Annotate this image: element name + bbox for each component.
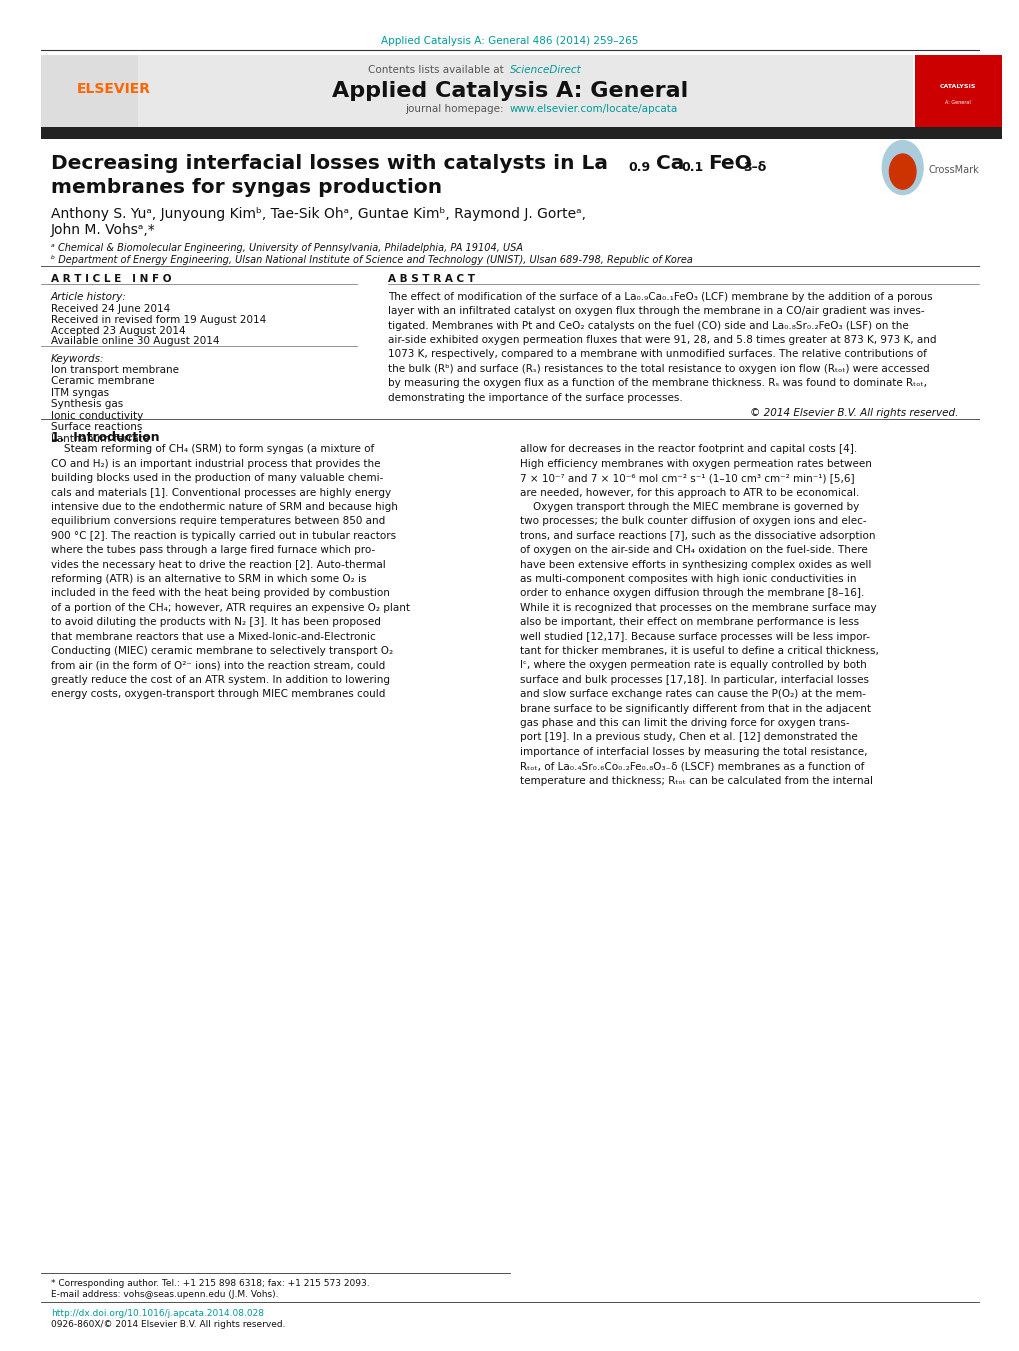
- Text: allow for decreases in the reactor footprint and capital costs [4].
High efficie: allow for decreases in the reactor footp…: [520, 444, 878, 786]
- Text: Accepted 23 August 2014: Accepted 23 August 2014: [51, 326, 185, 335]
- Text: 1.  Introduction: 1. Introduction: [51, 431, 159, 444]
- Text: Ion transport membrane: Ion transport membrane: [51, 365, 178, 374]
- Text: Article history:: Article history:: [51, 292, 126, 301]
- Text: Contents lists available at: Contents lists available at: [368, 65, 506, 74]
- Text: ᵇ Department of Energy Engineering, Ulsan National Institute of Science and Tech: ᵇ Department of Energy Engineering, Ulsa…: [51, 255, 692, 265]
- Text: http://dx.doi.org/10.1016/j.apcata.2014.08.028: http://dx.doi.org/10.1016/j.apcata.2014.…: [51, 1309, 264, 1319]
- Text: CATALYSIS: CATALYSIS: [940, 84, 975, 89]
- Text: membranes for syngas production: membranes for syngas production: [51, 178, 441, 197]
- Text: Applied Catalysis A: General: Applied Catalysis A: General: [331, 81, 688, 101]
- Text: Synthesis gas: Synthesis gas: [51, 399, 123, 409]
- Text: E-mail address: vohs@seas.upenn.edu (J.M. Vohs).: E-mail address: vohs@seas.upenn.edu (J.M…: [51, 1290, 278, 1300]
- Text: A R T I C L E   I N F O: A R T I C L E I N F O: [51, 274, 171, 284]
- Text: Ceramic membrane: Ceramic membrane: [51, 376, 155, 386]
- Text: Decreasing interfacial losses with catalysts in La: Decreasing interfacial losses with catal…: [51, 154, 607, 173]
- Text: 0.9: 0.9: [628, 161, 650, 174]
- Text: A B S T R A C T: A B S T R A C T: [387, 274, 474, 284]
- Text: www.elsevier.com/locate/apcata: www.elsevier.com/locate/apcata: [510, 104, 678, 113]
- Text: 0926-860X/© 2014 Elsevier B.V. All rights reserved.: 0926-860X/© 2014 Elsevier B.V. All right…: [51, 1320, 285, 1329]
- Text: Available online 30 August 2014: Available online 30 August 2014: [51, 336, 219, 346]
- Text: ᵃ Chemical & Biomolecular Engineering, University of Pennsylvania, Philadelphia,: ᵃ Chemical & Biomolecular Engineering, U…: [51, 243, 523, 253]
- Text: * Corresponding author. Tel.: +1 215 898 6318; fax: +1 215 573 2093.: * Corresponding author. Tel.: +1 215 898…: [51, 1279, 369, 1289]
- Text: John M. Vohsᵃ,*: John M. Vohsᵃ,*: [51, 223, 156, 236]
- Text: Received 24 June 2014: Received 24 June 2014: [51, 304, 170, 313]
- Text: 0.1: 0.1: [681, 161, 703, 174]
- Text: Ionic conductivity: Ionic conductivity: [51, 411, 143, 420]
- Text: CrossMark: CrossMark: [927, 165, 978, 176]
- Text: 3–δ: 3–δ: [743, 161, 766, 174]
- Text: journal homepage:: journal homepage:: [405, 104, 506, 113]
- Text: Anthony S. Yuᵃ, Junyoung Kimᵇ, Tae-Sik Ohᵃ, Guntae Kimᵇ, Raymond J. Gorteᵃ,: Anthony S. Yuᵃ, Junyoung Kimᵇ, Tae-Sik O…: [51, 207, 586, 220]
- Text: The effect of modification of the surface of a La₀.₉Ca₀.₁FeO₃ (LCF) membrane by : The effect of modification of the surfac…: [387, 292, 935, 403]
- Text: Lanthanum ferrate: Lanthanum ferrate: [51, 434, 149, 443]
- Text: Surface reactions: Surface reactions: [51, 422, 143, 432]
- Text: © 2014 Elsevier B.V. All rights reserved.: © 2014 Elsevier B.V. All rights reserved…: [750, 408, 958, 417]
- Text: Keywords:: Keywords:: [51, 354, 104, 363]
- Text: ScienceDirect: ScienceDirect: [510, 65, 581, 74]
- Text: Steam reforming of CH₄ (SRM) to form syngas (a mixture of
CO and H₂) is an impor: Steam reforming of CH₄ (SRM) to form syn…: [51, 444, 410, 700]
- Text: ELSEVIER: ELSEVIER: [76, 82, 151, 96]
- Text: FeO: FeO: [707, 154, 751, 173]
- Text: A: General: A: General: [945, 100, 970, 105]
- Text: Received in revised form 19 August 2014: Received in revised form 19 August 2014: [51, 315, 266, 324]
- Text: Ca: Ca: [655, 154, 684, 173]
- Text: Applied Catalysis A: General 486 (2014) 259–265: Applied Catalysis A: General 486 (2014) …: [381, 36, 638, 46]
- Text: ITM syngas: ITM syngas: [51, 388, 109, 397]
